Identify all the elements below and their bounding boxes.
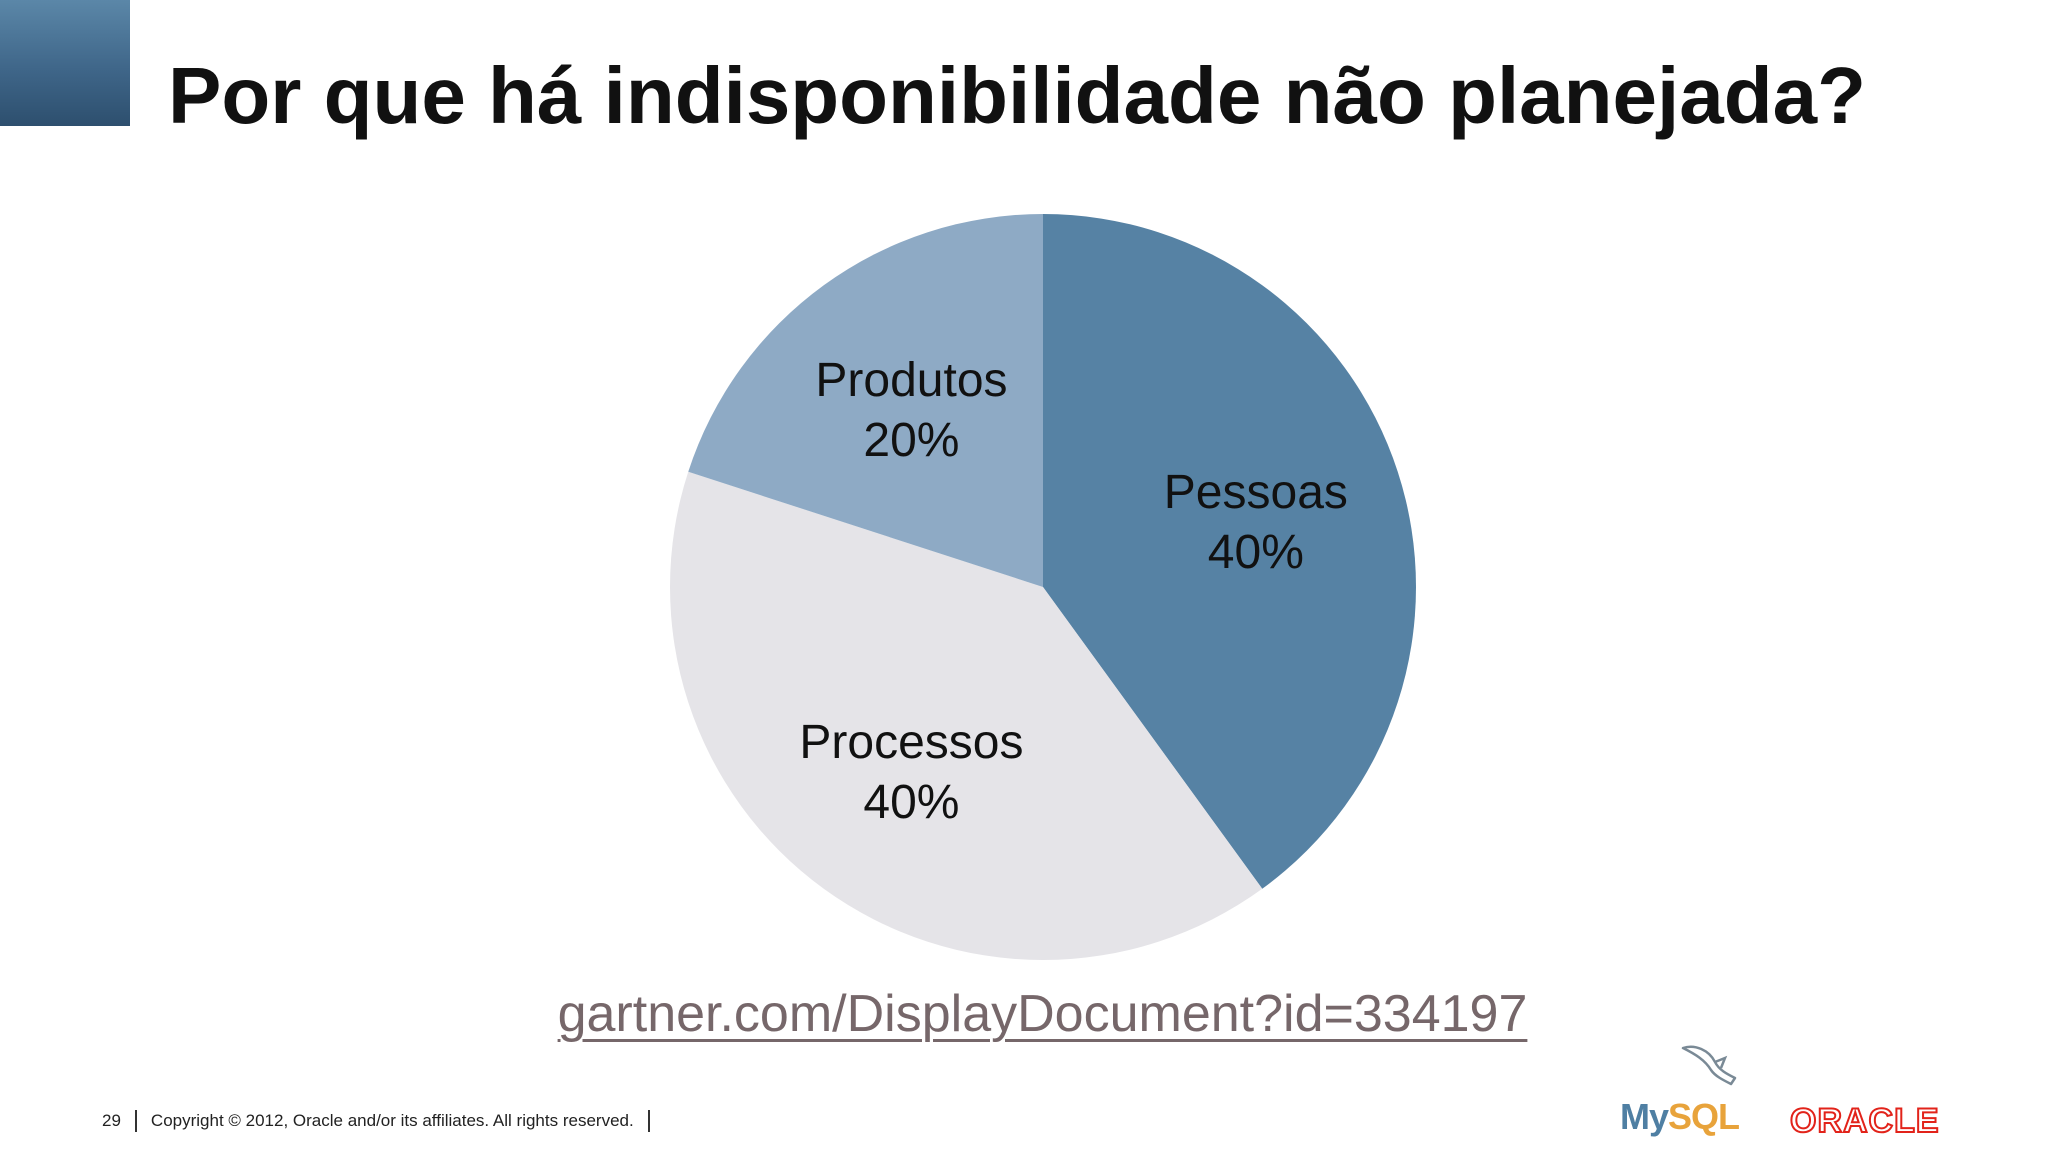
- slice-value-label: 40%: [863, 776, 959, 829]
- source-link[interactable]: gartner.com/DisplayDocument?id=334197: [557, 985, 1528, 1043]
- title-accent-block: [0, 0, 130, 126]
- pie-chart: Pessoas 40% Processos 40% Produtos 20%: [670, 214, 1416, 960]
- dolphin-icon: [1681, 1045, 1737, 1086]
- pie-slice-produtos: [688, 214, 1043, 587]
- footer: 29 Copyright © 2012, Oracle and/or its a…: [102, 1110, 664, 1132]
- footer-separator: [647, 1110, 650, 1132]
- logos: MySQL ORACLE: [1620, 1040, 1980, 1141]
- footer-separator: [134, 1110, 137, 1132]
- page-number: 29: [102, 1111, 121, 1130]
- slice-value-label: 20%: [863, 414, 959, 467]
- pie-slice-processos: [670, 471, 1263, 960]
- slice-category-label: Pessoas: [1164, 466, 1348, 519]
- slice-label-pessoas: Pessoas 40%: [1164, 466, 1348, 579]
- slice-label-processos: Processos 40%: [799, 716, 1023, 829]
- mysql-logo: MySQL: [1620, 1040, 1750, 1140]
- oracle-logo: ORACLE: [1789, 1101, 1940, 1141]
- pie-slices: [670, 214, 1416, 960]
- pie-slice-pessoas: [1043, 214, 1416, 889]
- slice-category-label: Processos: [799, 716, 1023, 769]
- slide-title: Por que há indisponibilidade não planeja…: [168, 51, 1866, 140]
- copyright-text: Copyright © 2012, Oracle and/or its affi…: [150, 1111, 634, 1130]
- slice-category-label: Produtos: [815, 354, 1007, 407]
- pie-labels: Pessoas 40% Processos 40% Produtos 20%: [799, 354, 1347, 829]
- mysql-wordmark: MySQL: [1620, 1096, 1740, 1137]
- slice-label-produtos: Produtos 20%: [815, 354, 1007, 467]
- slice-value-label: 40%: [1208, 526, 1304, 579]
